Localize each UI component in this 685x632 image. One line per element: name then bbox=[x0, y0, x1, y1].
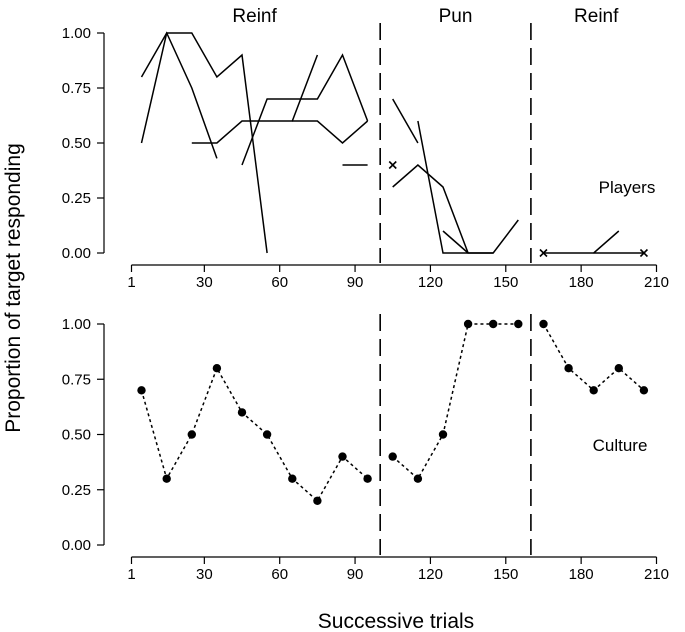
phase-label: Pun bbox=[439, 6, 473, 27]
culture-point bbox=[589, 386, 598, 395]
culture-point bbox=[162, 474, 171, 483]
bottom-x-tick-label: 30 bbox=[196, 566, 213, 583]
player-2-line bbox=[140, 32, 268, 254]
player-8-line bbox=[392, 164, 519, 254]
bottom-x-tick-label: 210 bbox=[644, 566, 669, 583]
player-11-line bbox=[543, 230, 620, 254]
culture-point bbox=[463, 319, 473, 329]
bottom-x-tick-label: 1 bbox=[127, 566, 135, 583]
player-10-line bbox=[442, 230, 469, 254]
player-3-line bbox=[191, 54, 319, 144]
phase-label: Reinf bbox=[574, 6, 619, 27]
top-x-tick-label: 120 bbox=[418, 274, 443, 291]
culture-point bbox=[514, 319, 523, 329]
x-marker bbox=[388, 160, 397, 170]
bottom-x-tick-label: 90 bbox=[347, 566, 364, 583]
player-4-line bbox=[241, 53, 369, 166]
culture-panel: 0.00 0.25 0.50 0.75 1.00 1 30 60 90 120 150 180 210 bbox=[62, 314, 669, 583]
phase-label: Reinf bbox=[232, 6, 277, 27]
top-x-tick-label: 60 bbox=[271, 274, 288, 291]
culture-point bbox=[363, 474, 372, 483]
top-y-tick-label: 0.25 bbox=[62, 190, 91, 207]
bottom-y-tick-label: 0.25 bbox=[62, 482, 91, 499]
top-y-tick-label: 0.75 bbox=[62, 80, 91, 97]
top-x-tick-label: 30 bbox=[196, 274, 213, 291]
culture-point bbox=[137, 386, 146, 395]
culture-point bbox=[262, 430, 272, 439]
culture-point bbox=[564, 364, 573, 373]
player-9-line bbox=[417, 120, 494, 254]
top-x-tick-label: 180 bbox=[569, 274, 594, 291]
culture-point bbox=[288, 474, 297, 483]
players-label: Players bbox=[599, 178, 656, 197]
culture-reinf-1-line bbox=[140, 366, 369, 502]
culture-point bbox=[639, 386, 649, 395]
top-y-tick-label: 0.50 bbox=[62, 135, 91, 152]
bottom-y-tick-label: 0.50 bbox=[62, 427, 91, 444]
culture-point bbox=[313, 496, 322, 505]
bottom-y-tick-label: 1.00 bbox=[62, 316, 91, 333]
top-x-tick-label: 150 bbox=[493, 274, 518, 291]
culture-point bbox=[212, 364, 222, 373]
culture-point bbox=[338, 452, 347, 461]
player-5-line bbox=[292, 120, 369, 144]
top-x-tick-label: 210 bbox=[644, 274, 669, 291]
bottom-y-tick-label: 0.00 bbox=[62, 537, 91, 554]
bottom-y-tick-label: 0.75 bbox=[62, 371, 91, 388]
culture-label: Culture bbox=[593, 436, 648, 455]
bottom-x-tick-label: 150 bbox=[493, 566, 518, 583]
y-axis-label: Proportion of target responding bbox=[2, 143, 25, 433]
x-marker bbox=[539, 248, 548, 258]
top-x-tick-label: 90 bbox=[347, 274, 364, 291]
culture-point bbox=[614, 364, 623, 373]
culture-point bbox=[539, 319, 548, 329]
players-panel: 0.00 0.25 0.50 0.75 1.00 1 30 60 90 120 150 180 210 R… bbox=[62, 6, 669, 291]
bottom-x-tick-label: 180 bbox=[569, 566, 594, 583]
top-x-tick-label: 1 bbox=[127, 274, 135, 291]
x-axis-label: Successive trials bbox=[318, 610, 474, 632]
culture-point bbox=[388, 452, 397, 461]
culture-point bbox=[237, 408, 247, 417]
bottom-x-tick-label: 120 bbox=[418, 566, 443, 583]
top-y-tick-label: 0.00 bbox=[62, 245, 91, 262]
culture-point bbox=[187, 430, 196, 439]
top-y-tick-label: 1.00 bbox=[62, 25, 91, 42]
culture-reinf-2-line bbox=[542, 323, 645, 392]
bottom-x-tick-label: 60 bbox=[271, 566, 288, 583]
culture-point bbox=[413, 474, 423, 483]
player-1-line bbox=[140, 31, 218, 159]
culture-point bbox=[489, 319, 498, 329]
culture-pun-line bbox=[392, 323, 519, 480]
player-7-line bbox=[392, 98, 419, 144]
x-marker bbox=[639, 248, 649, 258]
culture-point bbox=[438, 430, 448, 439]
